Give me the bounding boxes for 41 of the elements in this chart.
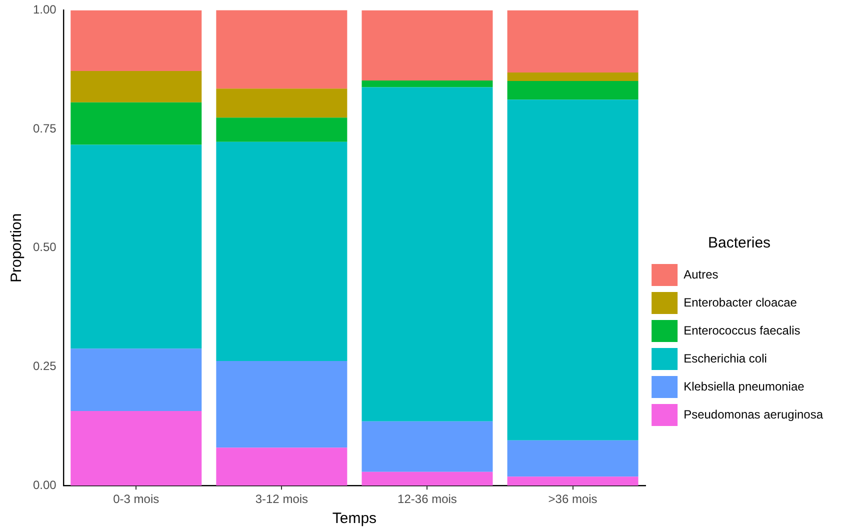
bar: [70, 71, 202, 102]
legend-label: Klebsiella pneumoniae: [684, 379, 805, 394]
bar: [216, 142, 348, 362]
y-axis-title: Proportion: [8, 213, 26, 283]
y-tick-label: 0.50: [32, 240, 57, 254]
bar: [507, 100, 638, 440]
bar: [362, 10, 493, 81]
bar: [216, 361, 348, 448]
bar: [216, 88, 348, 118]
x-axis-title: Temps: [332, 510, 377, 528]
x-tick-label: >36 mois: [548, 492, 598, 506]
bar: [70, 348, 202, 411]
y-tick-label: 0.25: [32, 359, 57, 374]
legend-title: Bacteries: [708, 234, 771, 252]
bar: [362, 472, 493, 486]
bar: [362, 80, 493, 88]
legend-label: Pseudomonas aeruginosa: [684, 407, 824, 422]
y-tick-label: 0.00: [32, 478, 57, 492]
bar: [70, 102, 202, 145]
bar: [70, 144, 202, 349]
legend-label: Autres: [684, 267, 718, 282]
y-tick-label: 0.75: [32, 121, 57, 136]
bar: [70, 410, 202, 486]
legend-label: Escherichia coli: [684, 351, 767, 366]
bar: [216, 448, 348, 486]
bar: [216, 10, 348, 89]
x-tick-label: 0-3 mois: [113, 492, 160, 506]
legend-label: Enterobacter cloacae: [684, 295, 798, 310]
legend-label: Enterococcus faecalis: [684, 323, 800, 338]
bar: [507, 72, 638, 82]
bar: [362, 87, 493, 422]
bar: [507, 440, 638, 477]
x-tick-label: 12-36 mois: [398, 492, 457, 506]
x-tick-label: 3-12 mois: [255, 492, 308, 506]
bar: [507, 81, 638, 100]
y-tick-label: 1.00: [32, 2, 57, 17]
bar: [70, 10, 202, 72]
bar: [507, 476, 638, 486]
bar: [216, 118, 348, 142]
bar: [507, 10, 638, 72]
bar: [362, 421, 493, 472]
